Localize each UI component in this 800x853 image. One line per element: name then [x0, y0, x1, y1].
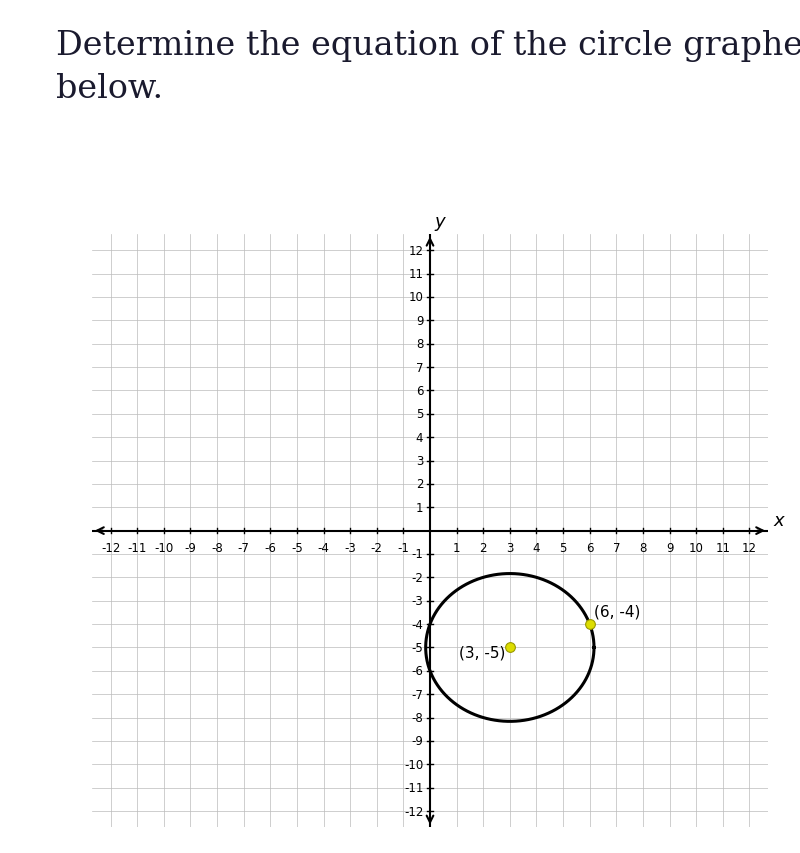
Text: 4: 4: [533, 542, 540, 554]
Text: 8: 8: [416, 338, 423, 351]
Text: 7: 7: [613, 542, 620, 554]
Text: below.: below.: [56, 73, 163, 104]
Text: -3: -3: [411, 595, 423, 607]
Text: -6: -6: [264, 542, 276, 554]
Text: 10: 10: [689, 542, 703, 554]
Text: 9: 9: [666, 542, 674, 554]
Text: 10: 10: [409, 291, 423, 304]
Text: 6: 6: [416, 385, 423, 397]
Text: -12: -12: [101, 542, 120, 554]
Text: 2: 2: [479, 542, 487, 554]
Text: -5: -5: [411, 641, 423, 654]
Text: x: x: [774, 512, 784, 530]
Text: -2: -2: [411, 572, 423, 584]
Text: 8: 8: [639, 542, 646, 554]
Text: -9: -9: [185, 542, 197, 554]
Text: 4: 4: [416, 431, 423, 444]
Text: -10: -10: [404, 758, 423, 771]
Text: 3: 3: [506, 542, 514, 554]
Text: 7: 7: [416, 361, 423, 374]
Text: -2: -2: [371, 542, 382, 554]
Text: Determine the equation of the circle graphed: Determine the equation of the circle gra…: [56, 30, 800, 61]
Text: -4: -4: [411, 618, 423, 631]
Text: 12: 12: [408, 245, 423, 258]
Text: 6: 6: [586, 542, 594, 554]
Text: -1: -1: [398, 542, 410, 554]
Text: -8: -8: [211, 542, 223, 554]
Text: -12: -12: [404, 804, 423, 817]
Text: 11: 11: [408, 268, 423, 281]
Text: 5: 5: [416, 408, 423, 421]
Text: -7: -7: [411, 688, 423, 701]
Text: 9: 9: [416, 315, 423, 328]
Text: y: y: [434, 213, 445, 231]
Text: 11: 11: [715, 542, 730, 554]
Text: 5: 5: [559, 542, 566, 554]
Text: -11: -11: [127, 542, 147, 554]
Text: -10: -10: [154, 542, 174, 554]
Text: 12: 12: [742, 542, 757, 554]
Text: -5: -5: [291, 542, 303, 554]
Text: -3: -3: [344, 542, 356, 554]
Text: 3: 3: [416, 455, 423, 467]
Text: -4: -4: [318, 542, 330, 554]
Text: 1: 1: [416, 502, 423, 514]
Text: -9: -9: [411, 734, 423, 747]
Text: -1: -1: [411, 548, 423, 560]
Text: -8: -8: [411, 711, 423, 724]
Text: 1: 1: [453, 542, 460, 554]
Text: (3, -5): (3, -5): [459, 645, 506, 660]
Text: -6: -6: [411, 664, 423, 677]
Text: 2: 2: [416, 478, 423, 490]
Text: -11: -11: [404, 781, 423, 794]
Text: (6, -4): (6, -4): [594, 604, 640, 618]
Text: -7: -7: [238, 542, 250, 554]
